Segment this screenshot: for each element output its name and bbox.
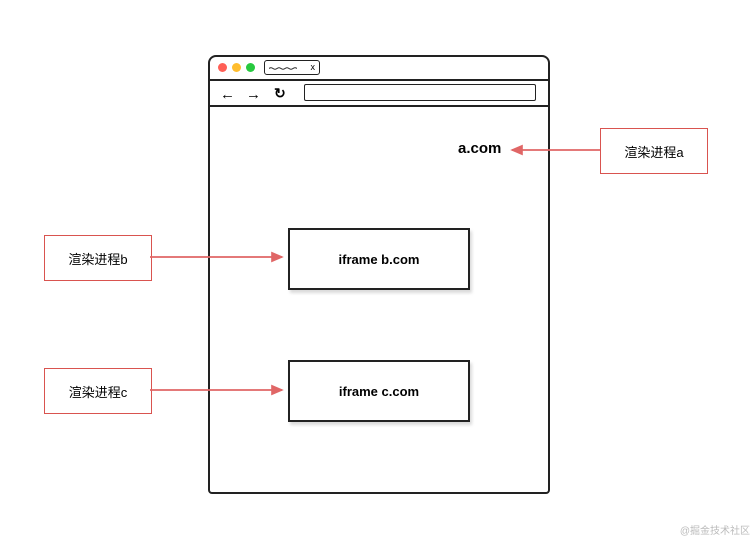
arrow-proc-a — [0, 0, 756, 541]
watermark: @掘金技术社区 — [680, 522, 750, 537]
